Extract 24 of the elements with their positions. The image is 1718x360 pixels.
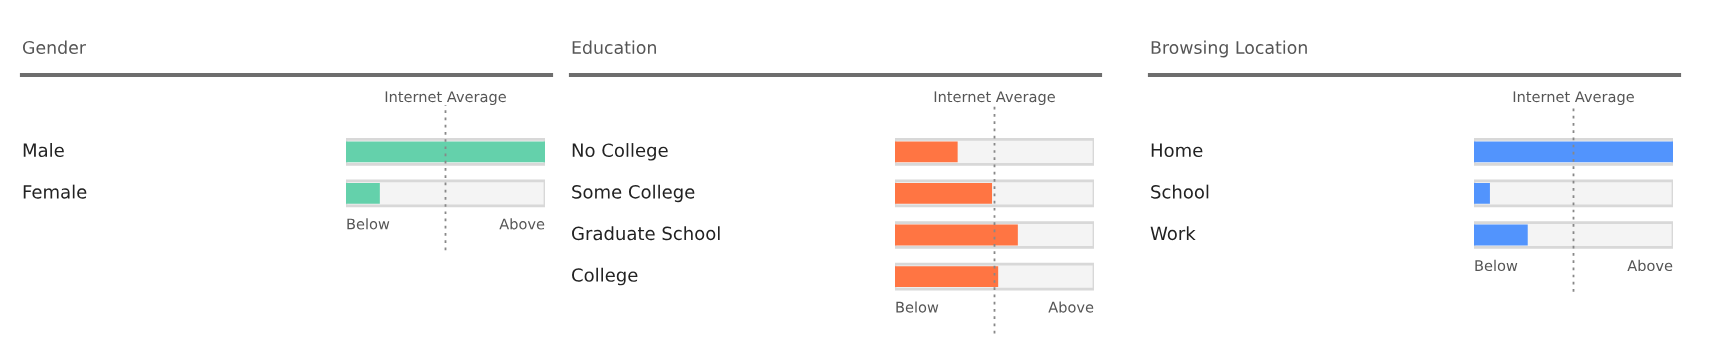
bar bbox=[895, 141, 958, 163]
text: Gender bbox=[22, 40, 86, 55]
text: Education bbox=[572, 40, 656, 55]
annotation: Above bbox=[499, 218, 545, 230]
y-tick-label: Some College bbox=[572, 184, 695, 203]
annotation: Below bbox=[347, 218, 390, 230]
annotation: Below bbox=[1475, 259, 1518, 272]
bar bbox=[895, 183, 993, 204]
ref-line-label: Internet Average bbox=[1513, 91, 1634, 106]
y-tick-label: Male bbox=[23, 143, 64, 158]
y-tick-label: Female bbox=[23, 184, 87, 199]
ref-line-label: Internet Average bbox=[385, 91, 506, 106]
annotation: Below bbox=[896, 301, 939, 313]
y-tick-label: Graduate School bbox=[572, 226, 720, 241]
y-tick-label: Home bbox=[1151, 143, 1203, 158]
y-tick-label: No College bbox=[572, 143, 668, 161]
y-tick-label: Work bbox=[1150, 226, 1196, 241]
bar bbox=[895, 266, 999, 287]
text: Browsing Location bbox=[1151, 40, 1307, 58]
text: Above bbox=[1048, 301, 1094, 313]
ref-line-label: Internet Average bbox=[934, 91, 1055, 106]
y-tick-label: School bbox=[1151, 184, 1209, 199]
annotation: Above bbox=[1627, 259, 1673, 272]
y-tick-label: College bbox=[572, 267, 638, 286]
